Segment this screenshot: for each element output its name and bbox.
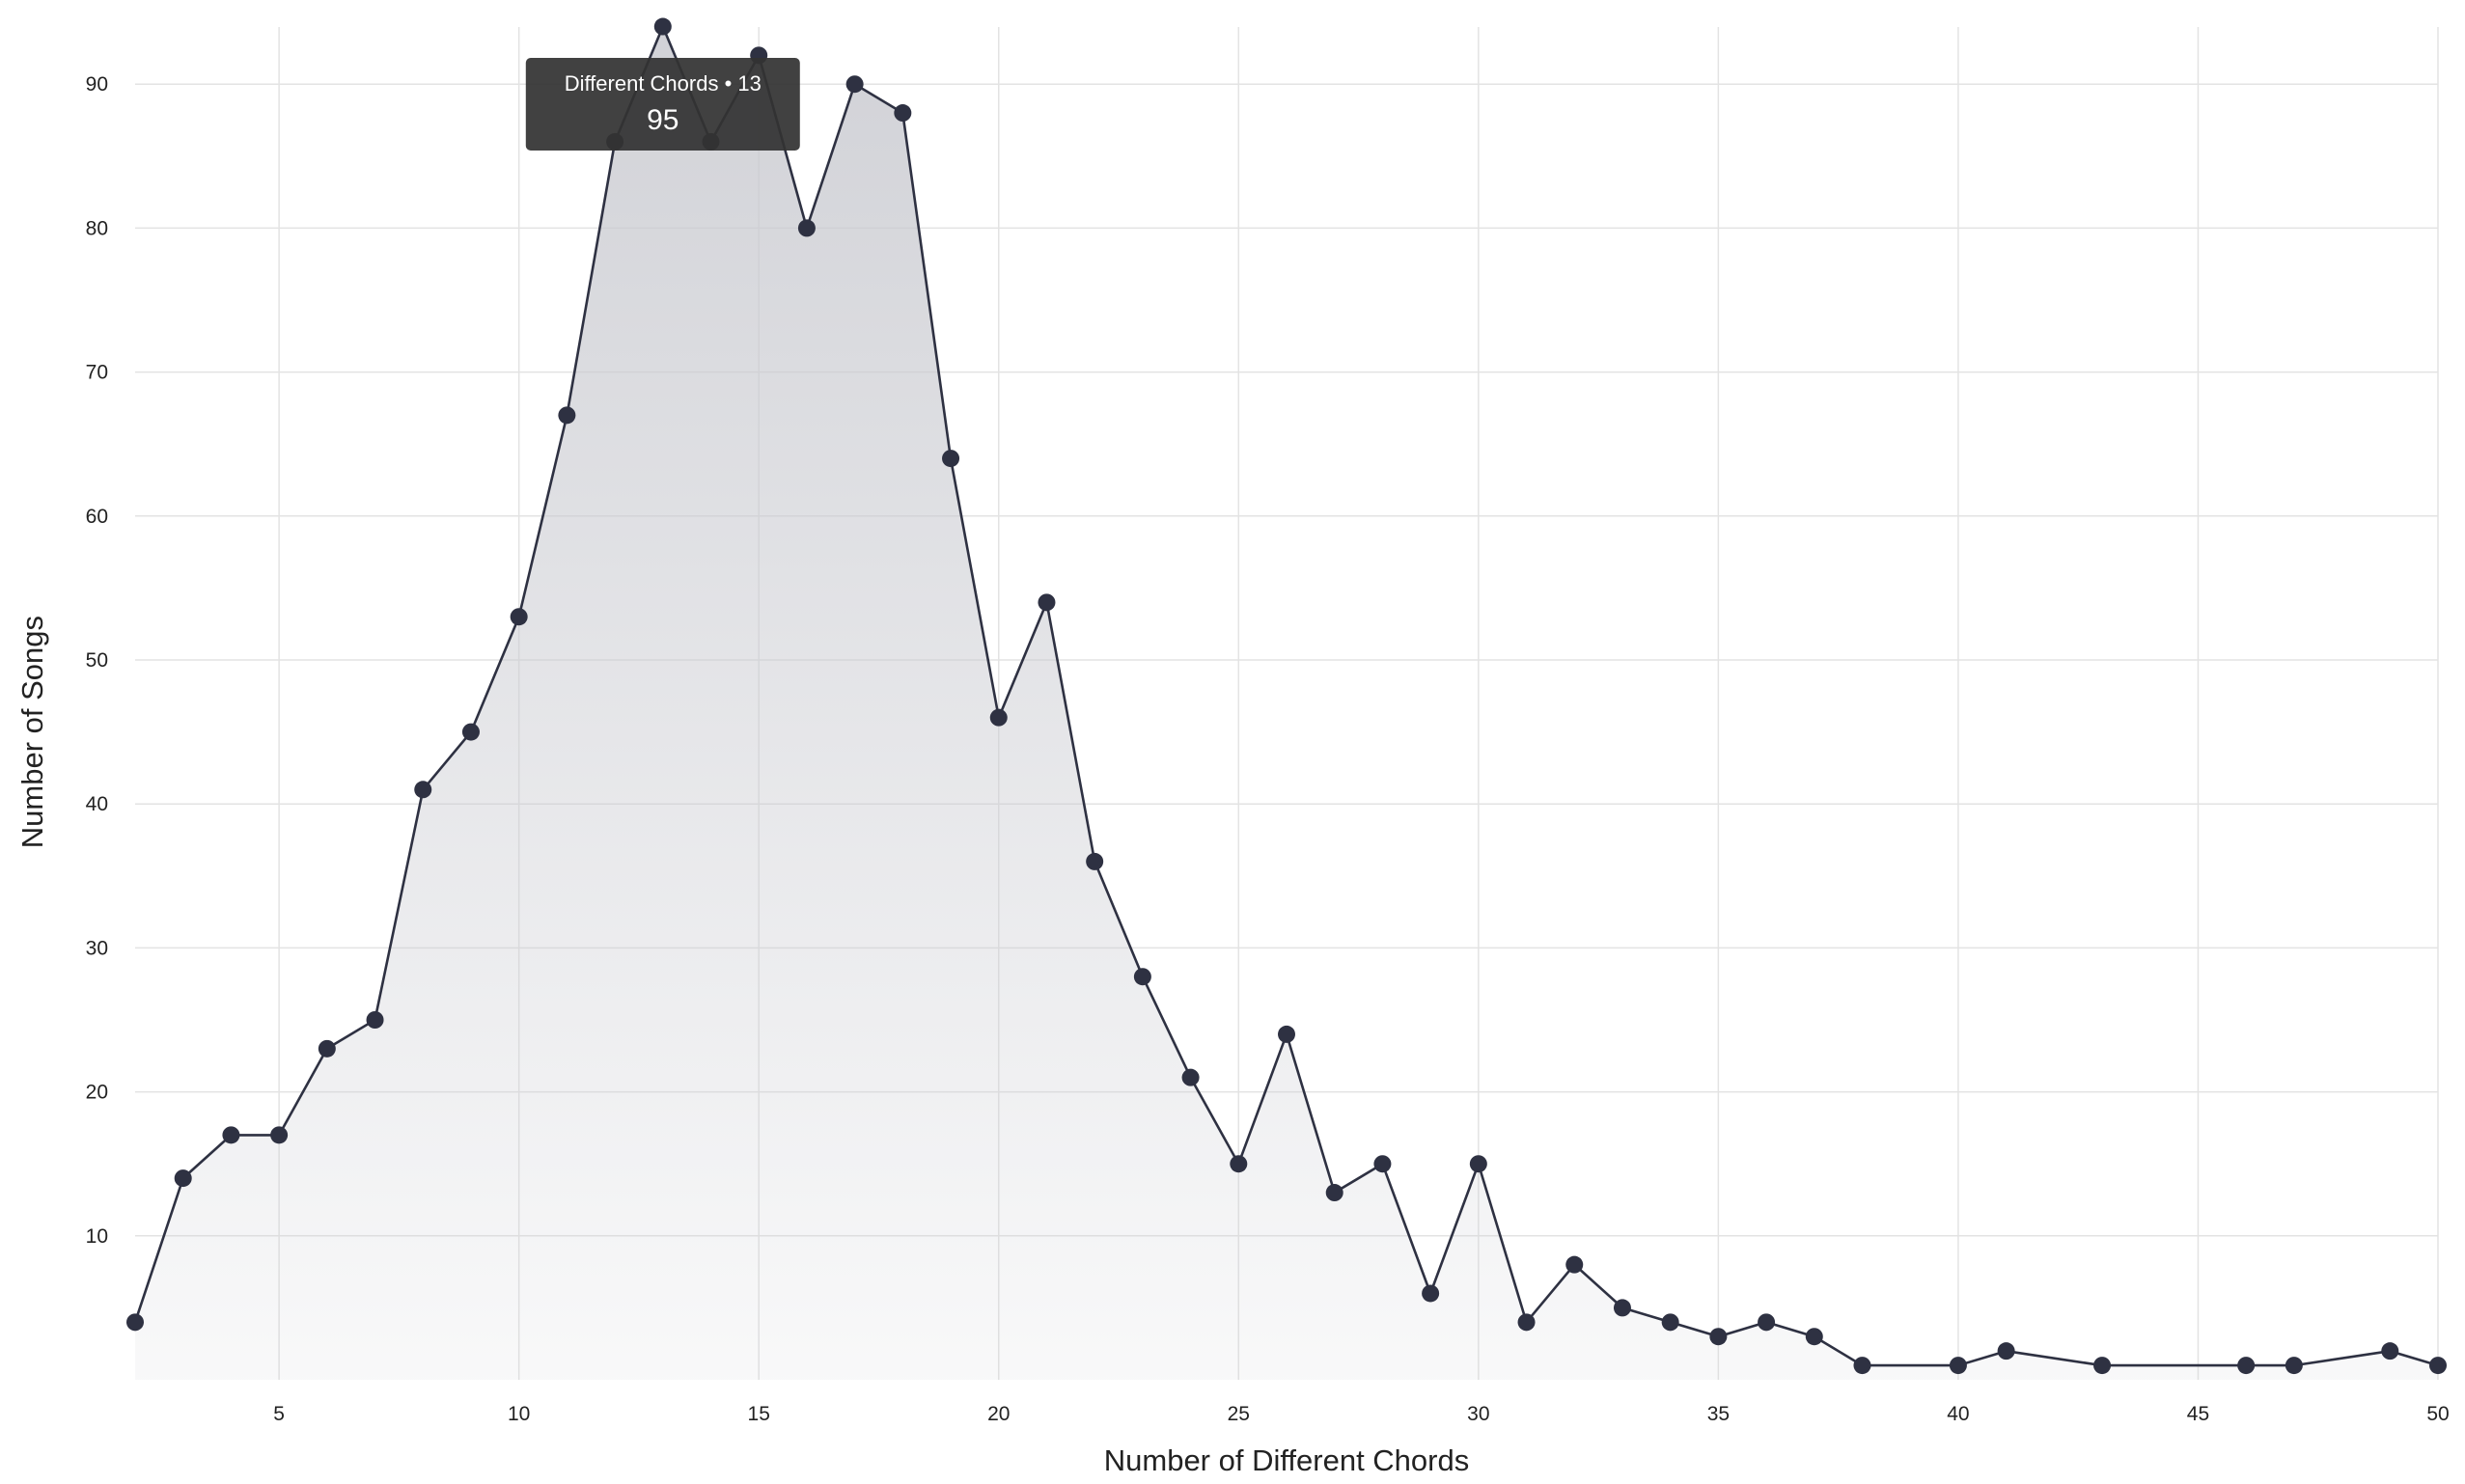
area-fill-layer: [135, 26, 2438, 1380]
hover-tooltip: Different Chords • 13 95: [525, 58, 800, 151]
x-tick-label-15: 15: [748, 1403, 770, 1425]
data-point-9: [461, 723, 480, 741]
data-point-22: [1086, 852, 1104, 870]
data-point-19: [942, 450, 960, 468]
data-point-23: [1133, 968, 1151, 986]
data-point-33: [1613, 1299, 1631, 1317]
y-tick-label-50: 50: [86, 649, 108, 672]
data-point-35: [1709, 1328, 1728, 1346]
data-point-13: [653, 17, 672, 36]
data-point-6: [318, 1039, 336, 1058]
data-point-11: [558, 406, 576, 425]
data-point-37: [1805, 1328, 1823, 1346]
y-tick-label-60: 60: [86, 506, 108, 528]
data-point-3: [174, 1169, 192, 1188]
data-point-21: [1038, 593, 1056, 612]
y-tick-label-30: 30: [86, 937, 108, 959]
data-point-8: [414, 781, 432, 799]
x-tick-label-50: 50: [2426, 1403, 2449, 1425]
data-point-2: [126, 1313, 144, 1332]
x-tick-label-35: 35: [1707, 1403, 1730, 1425]
data-point-49: [2381, 1342, 2399, 1360]
x-axis-title: Number of Different Chords: [1104, 1443, 1469, 1477]
x-tick-label-25: 25: [1228, 1403, 1250, 1425]
y-tick-label-10: 10: [86, 1225, 108, 1248]
data-point-43: [2093, 1357, 2112, 1375]
x-axis-ticks: 5 10 15 20 25 30 35 40 45 50: [273, 1403, 2449, 1425]
data-point-29: [1422, 1284, 1440, 1303]
tooltip-background: [525, 58, 800, 151]
series-line-layer: [133, 25, 2439, 1367]
y-tick-label-40: 40: [86, 793, 108, 815]
data-point-38: [1853, 1357, 1871, 1375]
data-point-30: [1469, 1155, 1487, 1173]
x-tick-label-45: 45: [2187, 1403, 2209, 1425]
data-point-41: [1997, 1342, 2015, 1360]
y-tick-label-70: 70: [86, 362, 108, 384]
series-line: [133, 25, 2439, 1367]
data-point-24: [1181, 1068, 1200, 1086]
area-fill: [135, 26, 2438, 1380]
y-tick-label-20: 20: [86, 1082, 108, 1104]
data-point-27: [1325, 1184, 1343, 1202]
y-axis-ticks: 10 20 30 40 50 60 70 80 90: [86, 73, 108, 1248]
data-point-46: [2237, 1357, 2256, 1375]
data-point-4: [222, 1126, 240, 1144]
data-point-28: [1373, 1155, 1392, 1173]
data-point-16: [797, 219, 816, 237]
data-point-26: [1278, 1025, 1295, 1043]
data-point-5: [270, 1126, 289, 1144]
x-tick-label-10: 10: [508, 1403, 530, 1425]
data-point-47: [2285, 1357, 2303, 1375]
data-point-10: [510, 608, 528, 626]
y-tick-label-90: 90: [86, 73, 108, 96]
y-tick-label-80: 80: [86, 217, 108, 239]
data-point-7: [366, 1011, 384, 1029]
tooltip-value: 95: [647, 104, 679, 136]
data-point-34: [1661, 1313, 1679, 1332]
data-point-40: [1949, 1357, 1967, 1375]
data-point-25: [1230, 1155, 1248, 1173]
data-point-17: [845, 75, 864, 94]
data-point-18: [894, 104, 912, 123]
x-tick-label-20: 20: [987, 1403, 1010, 1425]
data-point-50: [2429, 1357, 2447, 1375]
data-point-20: [989, 708, 1008, 727]
x-tick-label-30: 30: [1467, 1403, 1489, 1425]
x-tick-label-5: 5: [273, 1403, 285, 1425]
data-point-31: [1517, 1313, 1536, 1332]
tooltip-label: Different Chords • 13: [565, 71, 762, 96]
data-point-32: [1565, 1255, 1584, 1274]
data-point-36: [1758, 1313, 1776, 1332]
y-axis-title: Number of Songs: [15, 616, 49, 848]
x-tick-label-40: 40: [1947, 1403, 1969, 1425]
